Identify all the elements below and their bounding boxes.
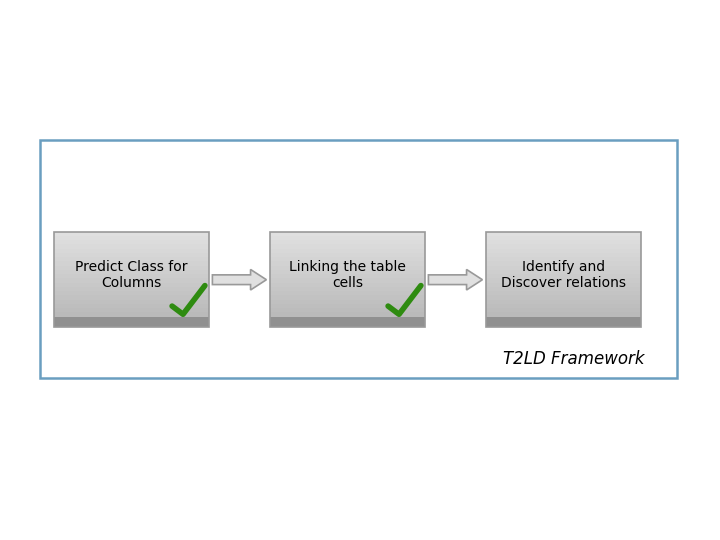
Bar — [54, 266, 209, 271]
Bar — [486, 287, 641, 292]
Bar — [270, 232, 425, 237]
Bar — [486, 270, 641, 275]
Bar — [270, 287, 425, 292]
Bar — [270, 232, 425, 327]
Bar — [54, 287, 209, 292]
Bar — [270, 270, 425, 275]
Bar — [54, 279, 209, 283]
Bar — [54, 257, 209, 262]
Bar — [486, 236, 641, 241]
Bar — [54, 291, 209, 296]
Bar — [486, 304, 641, 309]
Bar — [40, 140, 677, 378]
Bar — [54, 308, 209, 313]
Bar — [54, 283, 209, 287]
Bar — [270, 308, 425, 313]
Bar — [54, 317, 209, 327]
Bar — [54, 232, 209, 237]
Bar — [486, 257, 641, 262]
Bar — [54, 295, 209, 300]
Bar — [486, 300, 641, 305]
Bar — [486, 291, 641, 296]
Bar — [270, 261, 425, 266]
Bar — [54, 270, 209, 275]
Bar — [54, 240, 209, 245]
Bar — [54, 245, 209, 249]
Bar — [486, 232, 641, 327]
Bar — [54, 248, 209, 253]
Text: Linking the table
cells: Linking the table cells — [289, 260, 406, 290]
Text: Predict Class for
Columns: Predict Class for Columns — [75, 260, 188, 290]
Bar — [486, 283, 641, 287]
Polygon shape — [428, 269, 482, 290]
Bar — [270, 283, 425, 287]
Bar — [270, 304, 425, 309]
Text: Identify and
Discover relations: Identify and Discover relations — [501, 260, 626, 290]
Bar — [270, 245, 425, 249]
Bar — [486, 232, 641, 237]
Bar — [270, 300, 425, 305]
Bar — [486, 266, 641, 271]
Bar — [54, 253, 209, 258]
Bar — [270, 266, 425, 271]
Bar — [486, 245, 641, 249]
Bar — [54, 236, 209, 241]
Bar — [54, 300, 209, 305]
Bar — [54, 232, 209, 327]
Bar — [486, 261, 641, 266]
Text: T2LD Framework: T2LD Framework — [503, 350, 644, 368]
Polygon shape — [212, 269, 266, 290]
Bar — [270, 236, 425, 241]
Bar — [270, 313, 425, 317]
Bar — [486, 248, 641, 253]
Bar — [270, 253, 425, 258]
Bar — [54, 261, 209, 266]
Bar — [486, 317, 641, 327]
Bar — [486, 240, 641, 245]
Bar — [270, 248, 425, 253]
Bar — [486, 253, 641, 258]
Bar — [270, 295, 425, 300]
Bar — [270, 317, 425, 327]
Bar — [486, 274, 641, 279]
Bar — [486, 313, 641, 317]
Bar — [486, 295, 641, 300]
Bar — [270, 291, 425, 296]
Bar — [54, 274, 209, 279]
Bar — [486, 279, 641, 283]
Bar — [270, 257, 425, 262]
Bar — [54, 313, 209, 317]
Bar — [270, 240, 425, 245]
Bar — [486, 308, 641, 313]
Bar — [54, 304, 209, 309]
Bar — [270, 274, 425, 279]
Bar — [270, 279, 425, 283]
